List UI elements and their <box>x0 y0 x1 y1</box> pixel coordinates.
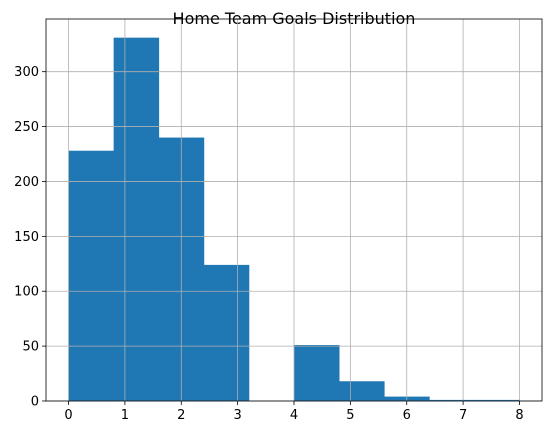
histogram-bar <box>203 264 250 401</box>
x-tick-label: 8 <box>515 408 523 423</box>
histogram-bars <box>68 37 520 401</box>
x-tick-label: 6 <box>403 408 411 423</box>
x-tick-label: 1 <box>121 408 129 423</box>
x-axis: 0 1 2 3 4 5 6 7 8 <box>64 401 524 423</box>
y-tick-label: 250 <box>14 120 39 135</box>
histogram-bar <box>339 381 385 401</box>
histogram-bar <box>113 37 160 401</box>
y-tick-label: 100 <box>14 285 39 300</box>
y-tick-label: 200 <box>14 175 39 190</box>
x-tick-label: 2 <box>177 408 185 423</box>
x-tick-label: 0 <box>64 408 72 423</box>
x-tick-label: 7 <box>459 408 467 423</box>
chart-title: Home Team Goals Distribution <box>173 9 416 28</box>
x-tick-label: 4 <box>290 408 298 423</box>
histogram-bar <box>474 399 520 401</box>
y-tick-label: 50 <box>22 340 39 355</box>
y-tick-label: 150 <box>14 230 39 245</box>
x-tick-label: 5 <box>346 408 354 423</box>
x-tick-label: 3 <box>233 408 241 423</box>
plot-frame <box>45 18 543 402</box>
y-tick-label: 0 <box>31 395 39 410</box>
histogram-bar <box>429 399 475 401</box>
histogram-bar <box>294 345 340 401</box>
y-tick-label: 300 <box>14 65 39 80</box>
histogram-bar <box>68 150 115 401</box>
y-axis: 0 50 100 150 200 250 300 <box>14 65 46 410</box>
